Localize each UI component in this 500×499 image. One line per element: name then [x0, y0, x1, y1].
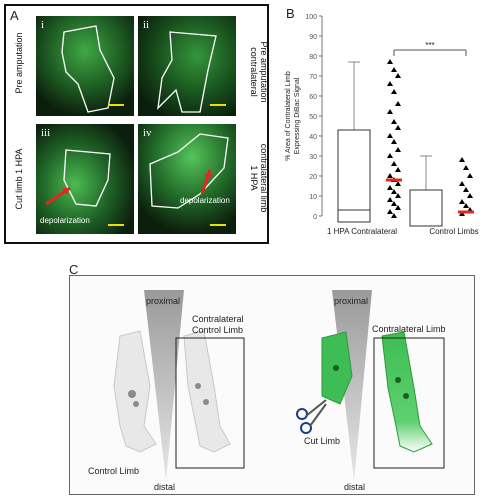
data-point — [459, 199, 465, 204]
label-contralateral-limb: contralateral limb 1 HPA — [249, 143, 269, 213]
significance-label: *** — [425, 41, 434, 50]
distal-label-right: distal — [344, 482, 366, 492]
label-pre-amputation: Pre amputation — [14, 32, 24, 94]
box — [337, 129, 371, 223]
data-point — [395, 205, 401, 210]
data-point — [387, 133, 393, 138]
proximal-label-right: proximal — [334, 296, 369, 306]
panel-a-letter: A — [10, 8, 19, 23]
data-point — [459, 181, 465, 186]
data-point — [387, 197, 393, 202]
micrograph-ii-number: ii — [143, 19, 150, 31]
label-pre-amputation-contralateral: Pre amputation contralateral — [249, 41, 269, 103]
contralateral-limb-box — [373, 337, 445, 469]
panel-c-letter: C — [69, 262, 79, 277]
control-limb-left — [113, 330, 157, 453]
data-point — [467, 173, 473, 178]
data-point — [391, 201, 397, 206]
panel-a: A i ii — [4, 4, 269, 244]
data-point — [387, 173, 393, 178]
scale-bar — [108, 104, 124, 106]
data-point — [391, 161, 397, 166]
data-point — [391, 89, 397, 94]
micrograph-i: i — [36, 16, 134, 116]
y-tick-label: 20 — [309, 174, 317, 181]
data-point — [391, 213, 397, 218]
y-tick-label: 50 — [309, 114, 317, 121]
data-point — [387, 81, 393, 86]
proximal-label-left: proximal — [146, 296, 181, 306]
data-point — [387, 59, 393, 64]
mean-marker — [458, 210, 474, 214]
data-point — [395, 101, 401, 106]
data-point — [387, 109, 393, 114]
y-tick-label: 60 — [309, 94, 317, 101]
proximal-distal-gradient — [144, 290, 184, 481]
data-point — [467, 193, 473, 198]
data-point — [395, 147, 401, 152]
micrograph-iv: iv depolarization — [138, 124, 236, 234]
data-point — [387, 153, 393, 158]
data-point — [463, 187, 469, 192]
y-tick-label: 100 — [305, 14, 317, 21]
data-point — [387, 185, 393, 190]
contralateral-control-limb-label: Contralateral Control Limb — [192, 314, 244, 335]
depolarization-label: depolarization — [180, 196, 230, 205]
y-tick-label: 80 — [309, 54, 317, 61]
micrograph-iii-number: iii — [41, 127, 51, 139]
y-tick-label: 10 — [309, 194, 317, 201]
contralateral-limb-label: Contralateral Limb — [372, 324, 446, 334]
scale-bar — [108, 224, 124, 226]
micrograph-ii: ii — [138, 16, 236, 116]
scale-bar — [210, 104, 226, 106]
y-tick-label: 40 — [309, 134, 317, 141]
data-point — [395, 193, 401, 198]
micrograph-iii-image — [36, 124, 134, 234]
data-point — [395, 167, 401, 172]
category-label: Control Limbs — [429, 227, 478, 236]
contralateral-control-box — [175, 337, 245, 469]
category-label: 1 HPA Contralateral — [327, 227, 397, 236]
micrograph-iv-number: iv — [143, 127, 152, 139]
micrograph-i-image — [36, 16, 134, 116]
data-point — [395, 181, 401, 186]
boxplot-chart: 0 10 20 30 40 50 60 70 80 90 100 % Area of Contrala… — [285, 14, 479, 236]
box — [409, 189, 443, 227]
y-tick-label: 30 — [309, 154, 317, 161]
micrograph-ii-image — [138, 16, 236, 116]
data-point — [395, 73, 401, 78]
data-point — [387, 209, 393, 214]
panel-b-letter: B — [286, 6, 295, 21]
y-tick-label: 70 — [309, 74, 317, 81]
scissors-icon — [296, 399, 327, 434]
distal-label-left: distal — [154, 482, 176, 492]
micrograph-iv-image — [138, 124, 236, 234]
data-point — [391, 189, 397, 194]
mean-marker — [386, 178, 402, 182]
micrograph-iii: iii depolarization — [36, 124, 134, 234]
control-limb-label: Control Limb — [88, 466, 140, 476]
limb-schematic — [113, 290, 445, 481]
data-point — [463, 203, 469, 208]
cut-limb-label: Cut Limb — [304, 436, 341, 446]
data-point — [459, 157, 465, 162]
micrograph-i-number: i — [41, 19, 45, 31]
cut-limb — [321, 331, 353, 405]
y-axis-label: % Area of Contralateral Limb Expressing D… — [285, 71, 301, 161]
label-cut-limb: Cut limb 1 HPA — [14, 148, 24, 210]
y-tick-label: 0 — [313, 214, 317, 221]
y-tick-label: 90 — [309, 34, 317, 41]
control-limb-right — [183, 330, 231, 453]
data-point — [391, 119, 397, 124]
data-point — [463, 165, 469, 170]
data-point — [391, 67, 397, 72]
panel-c: proximal proximal distal distal Contrala… — [69, 275, 475, 495]
depolarization-label: depolarization — [40, 216, 90, 225]
contralateral-limb-green — [381, 331, 433, 453]
data-point — [395, 125, 401, 130]
scale-bar — [210, 224, 226, 226]
data-point — [391, 139, 397, 144]
